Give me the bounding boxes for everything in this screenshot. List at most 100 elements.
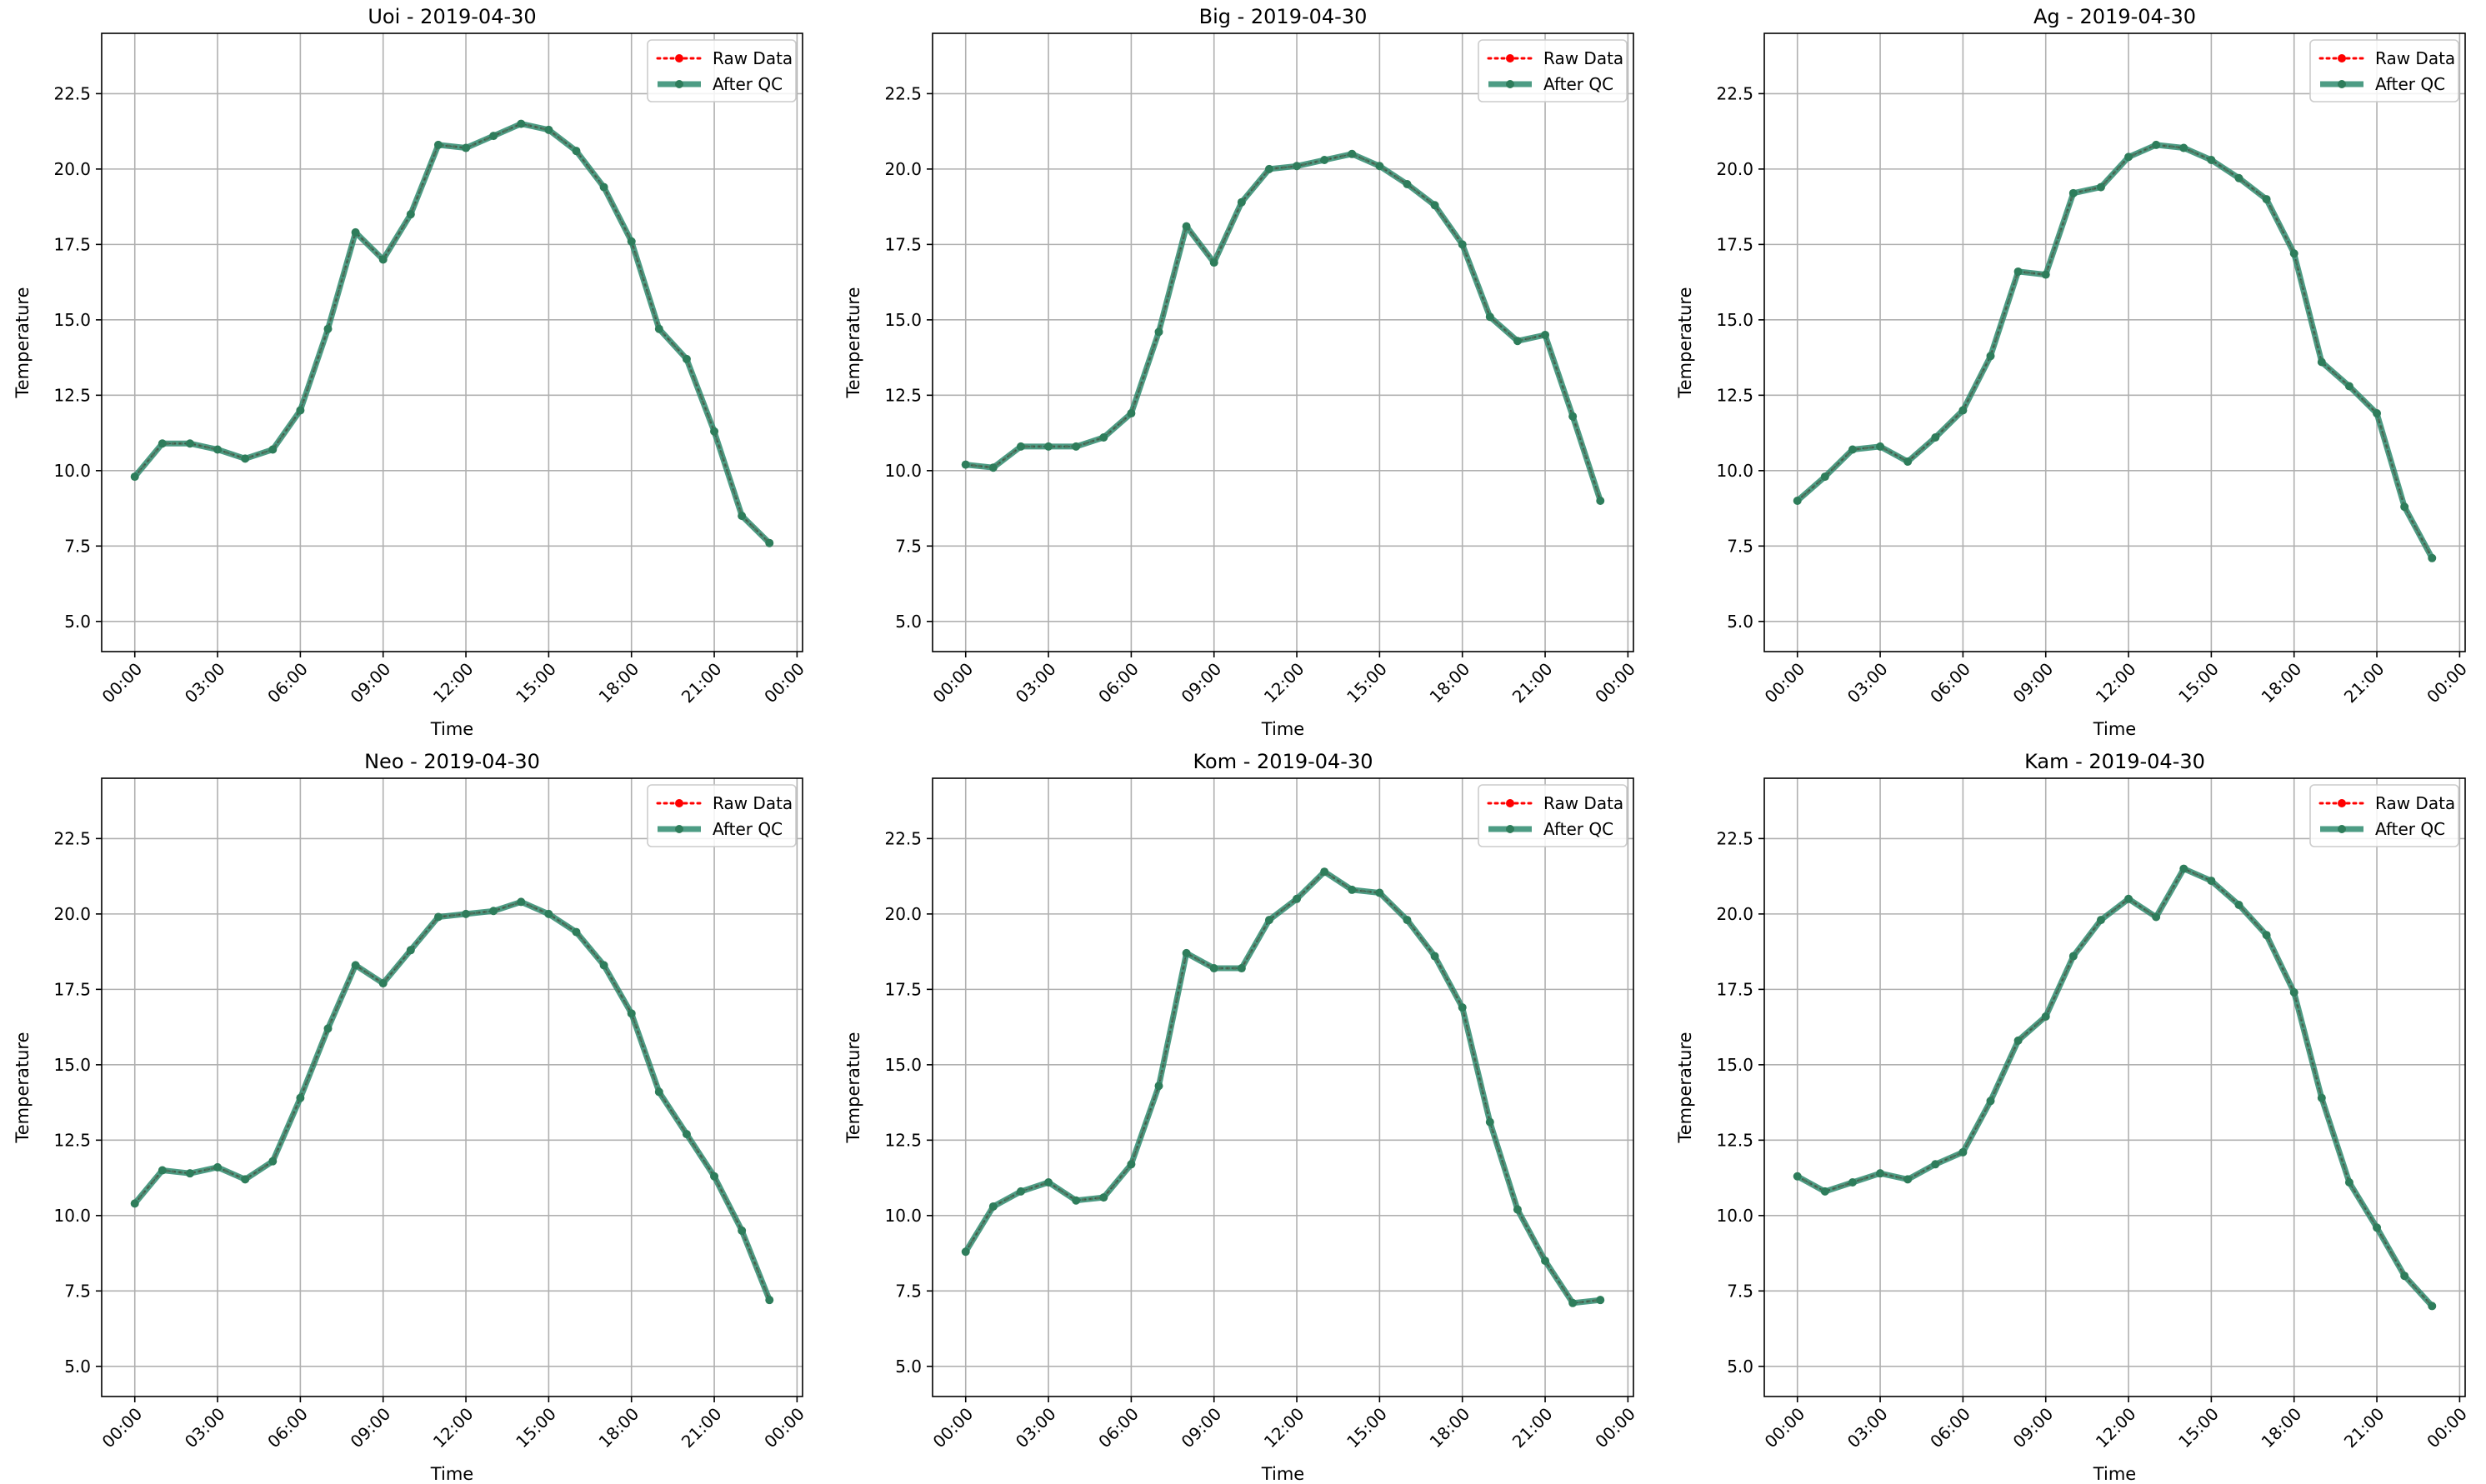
after-qc-point (1596, 497, 1605, 506)
after-qc-point (2262, 931, 2271, 940)
axes-frame (1763, 777, 2466, 1397)
after-qc-point (1293, 894, 1302, 903)
y-tick-label: 15.0 (1716, 1055, 1753, 1075)
y-tick-label: 15.0 (1716, 310, 1753, 330)
after-qc-point (1931, 433, 1940, 442)
y-tick-label: 15.0 (53, 310, 91, 330)
y-tick-label: 20.0 (1716, 159, 1753, 179)
after-qc-point (268, 445, 278, 454)
y-tick-label: 22.5 (884, 83, 922, 103)
after-qc-point (1044, 1178, 1053, 1187)
legend-qc-marker (675, 825, 683, 833)
legend-label: Raw Data (713, 48, 793, 68)
after-qc-point (1596, 1296, 1605, 1305)
legend: Raw Data After QC (2309, 784, 2459, 847)
after-qc-point (2068, 188, 2078, 197)
after-qc-point (1931, 1160, 1940, 1169)
after-qc-point (765, 538, 774, 547)
after-qc-point (2344, 1178, 2353, 1187)
after-qc-point (2152, 140, 2161, 149)
after-qc-point (1513, 337, 1522, 346)
after-qc-point (1958, 1147, 1968, 1157)
after-qc-point (2234, 173, 2243, 182)
after-qc-point (1541, 330, 1550, 339)
after-qc-point (654, 324, 663, 333)
y-tick-label: 7.5 (64, 536, 91, 556)
axes-frame (101, 32, 803, 652)
legend-raw-marker (2338, 799, 2346, 807)
y-tick-label: 5.0 (64, 612, 91, 632)
axes-frame (932, 32, 1634, 652)
after-qc-point (489, 907, 498, 916)
after-qc-point (296, 1093, 305, 1102)
after-qc-point (213, 1162, 223, 1172)
y-tick-label: 7.5 (64, 1281, 91, 1301)
y-tick-label: 10.0 (1716, 1206, 1753, 1226)
after-qc-point (738, 1226, 747, 1235)
y-tick-label: 17.5 (53, 234, 91, 254)
axes-frame (1763, 32, 2466, 652)
y-tick-label: 10.0 (884, 1206, 922, 1226)
legend-label: After QC (1543, 74, 1613, 94)
after-qc-point (1458, 240, 1467, 249)
after-qc-point (988, 1202, 998, 1211)
after-qc-point (1986, 352, 1995, 361)
after-qc-point (2041, 1012, 2050, 1021)
y-tick-label: 5.0 (895, 612, 922, 632)
y-axis-label: Temperature (843, 1032, 863, 1143)
after-qc-point (323, 324, 333, 333)
y-tick-label: 15.0 (884, 310, 922, 330)
after-qc-point (2317, 1093, 2326, 1102)
after-qc-point (2400, 502, 2409, 512)
legend: Raw Data After QC (2309, 39, 2459, 102)
y-tick-label: 12.5 (884, 385, 922, 405)
after-qc-point (1348, 149, 1357, 158)
after-qc-point (1264, 916, 1273, 925)
x-axis-label: Time (1261, 1464, 1304, 1484)
y-tick-label: 12.5 (1716, 385, 1753, 405)
after-qc-point (1072, 442, 1081, 451)
after-qc-point (1541, 1257, 1550, 1266)
after-qc-point (241, 454, 250, 463)
after-qc-point (462, 909, 471, 918)
legend-qc-marker (1506, 825, 1514, 833)
y-tick-label: 7.5 (1727, 536, 1753, 556)
legend-label: Raw Data (2375, 48, 2455, 68)
after-qc-point (682, 1130, 691, 1139)
y-tick-label: 20.0 (1716, 904, 1753, 924)
after-qc-point (406, 210, 415, 219)
x-axis-label: Time (1261, 719, 1304, 739)
y-tick-label: 7.5 (895, 1281, 922, 1301)
after-qc-point (241, 1175, 250, 1184)
after-qc-point (765, 1296, 774, 1305)
legend-raw-marker (2338, 54, 2346, 62)
after-qc-point (1430, 201, 1439, 210)
chart-title: Big - 2019-04-30 (1199, 5, 1368, 28)
after-qc-point (1793, 497, 1802, 506)
y-tick-label: 20.0 (884, 159, 922, 179)
legend: Raw Data After QC (1478, 784, 1628, 847)
after-qc-point (544, 909, 553, 918)
legend-label: Raw Data (1543, 793, 1623, 813)
y-axis-label: Temperature (13, 1032, 33, 1143)
after-qc-point (1876, 1169, 1885, 1178)
after-qc-point (378, 255, 388, 264)
after-qc-point (1127, 1160, 1136, 1169)
after-qc-point (2179, 143, 2188, 152)
legend-label: Raw Data (713, 793, 793, 813)
y-axis-label: Temperature (843, 287, 863, 398)
after-qc-point (517, 897, 526, 907)
chart-title: Kam - 2019-04-30 (2024, 750, 2205, 773)
legend-raw-marker (675, 54, 683, 62)
y-tick-label: 22.5 (53, 83, 91, 103)
after-qc-line-overlay (965, 871, 1601, 1304)
y-tick-label: 22.5 (53, 828, 91, 848)
y-tick-label: 10.0 (53, 1206, 91, 1226)
after-qc-point (130, 472, 139, 482)
legend-label: After QC (2375, 819, 2445, 839)
after-qc-point (738, 512, 747, 521)
after-qc-point (710, 427, 719, 436)
after-qc-point (2207, 877, 2216, 886)
after-qc-point (378, 979, 388, 988)
